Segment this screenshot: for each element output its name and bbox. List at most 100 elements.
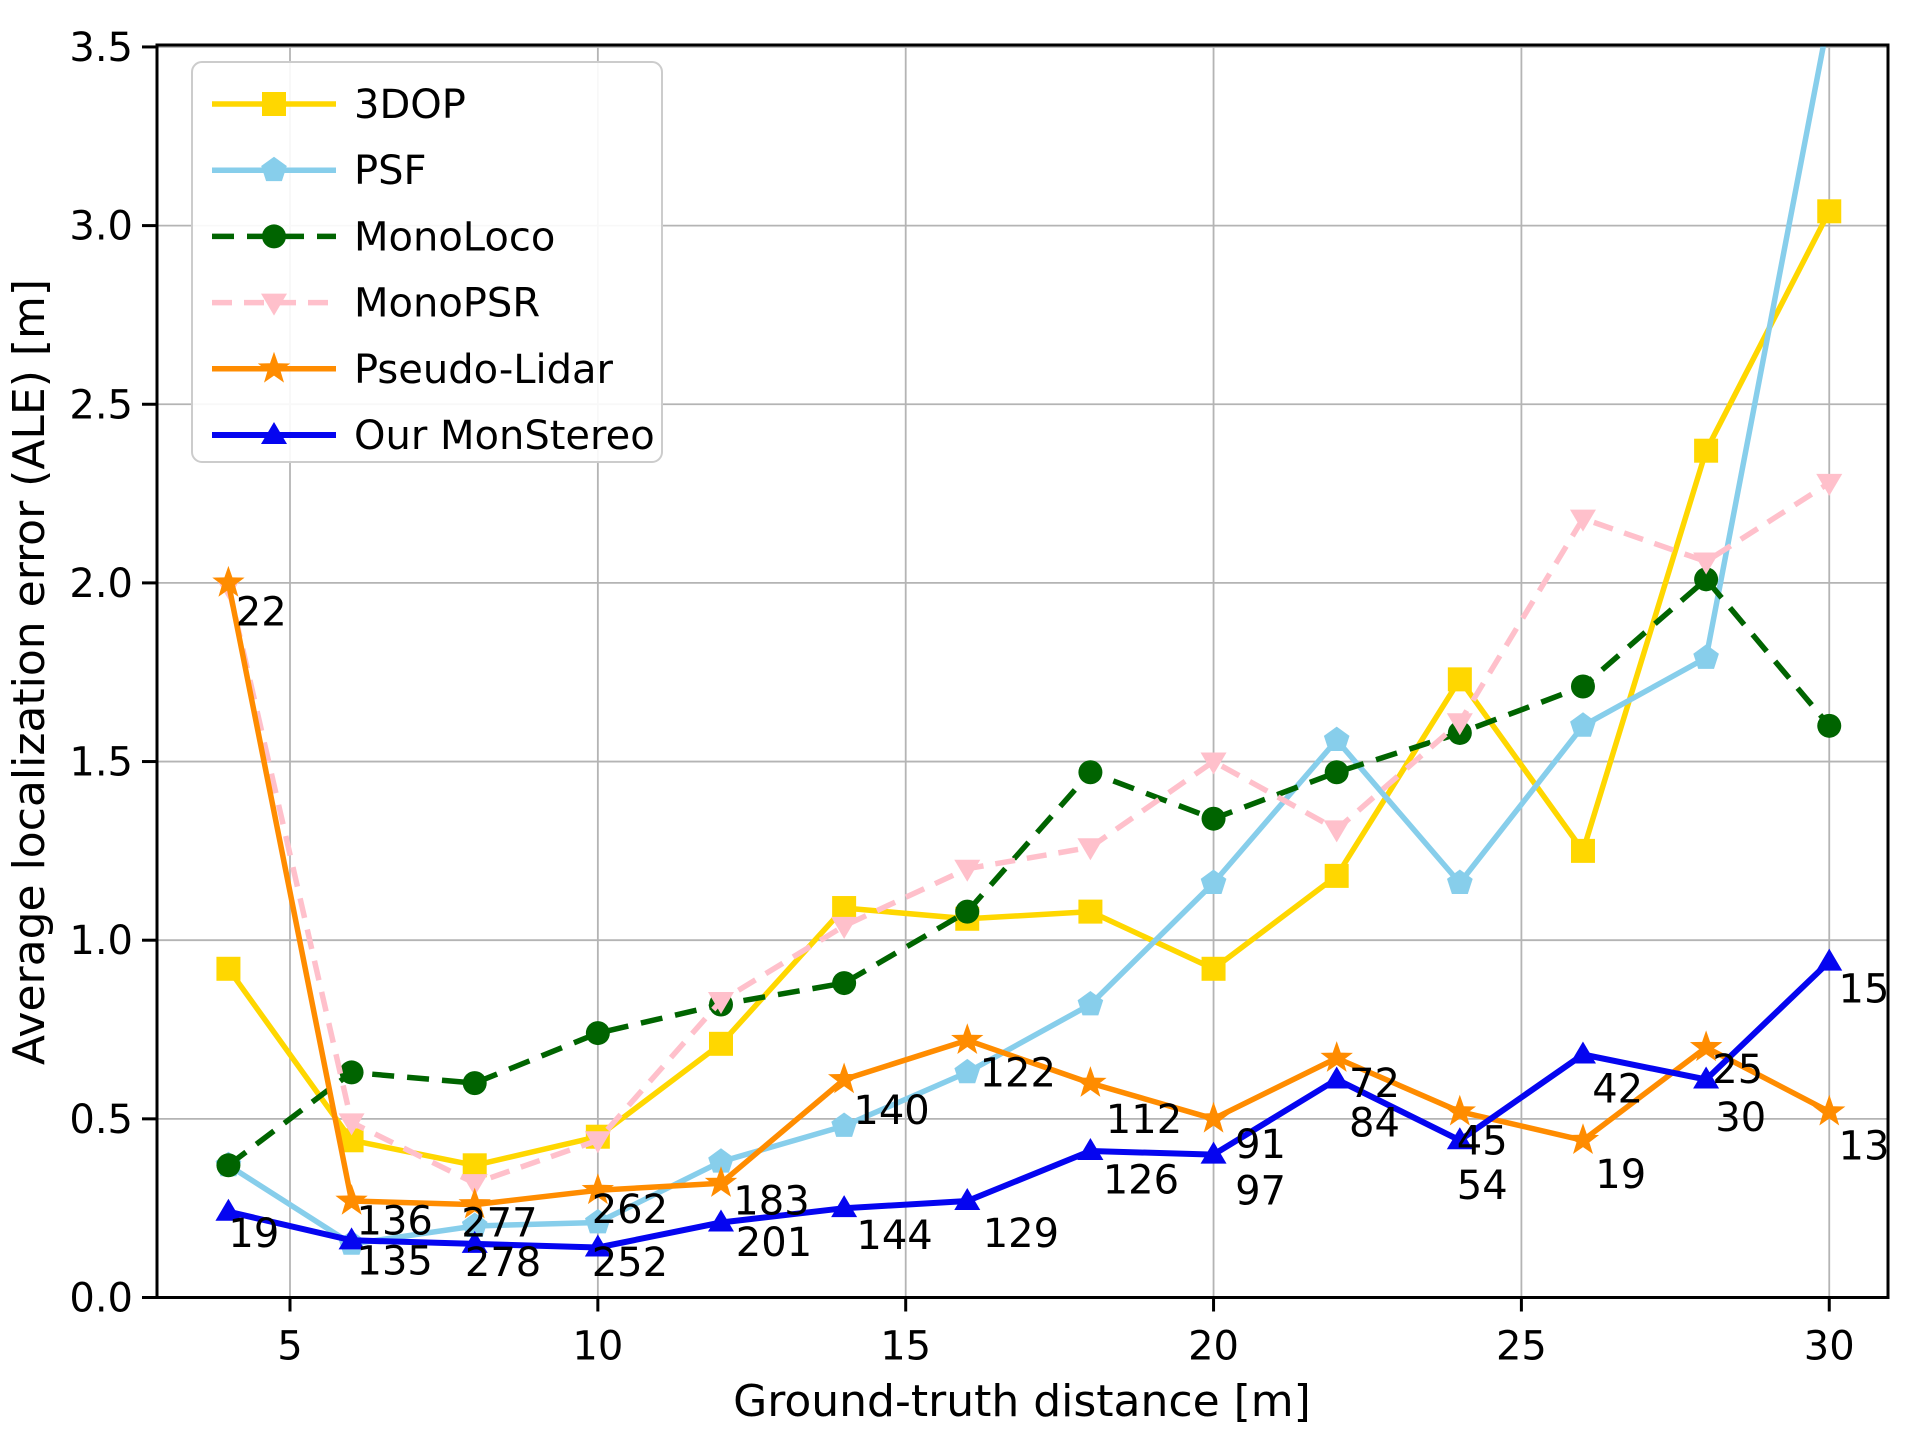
series-line bbox=[226, 45, 1827, 1247]
count-annotation: 135 bbox=[357, 1239, 433, 1285]
x-tick-label: 20 bbox=[1188, 1324, 1239, 1370]
data-point-marker bbox=[215, 1198, 242, 1221]
y-tick-label: 3.5 bbox=[69, 25, 133, 71]
data-point-marker bbox=[1570, 674, 1595, 699]
legend-item-pseudo-lidar: Pseudo-Lidar bbox=[212, 347, 614, 393]
legend-label: MonoLoco bbox=[354, 214, 555, 260]
data-point-marker bbox=[1816, 473, 1843, 496]
data-point-marker bbox=[461, 1174, 488, 1197]
data-point-marker bbox=[458, 1187, 491, 1219]
count-annotation: 122 bbox=[980, 1050, 1056, 1096]
data-point-marker bbox=[1813, 1094, 1846, 1126]
data-point-marker bbox=[585, 1209, 611, 1234]
count-annotation: 91 bbox=[1235, 1122, 1286, 1168]
legend-item-psf: PSF bbox=[212, 148, 427, 194]
data-point-marker bbox=[828, 1062, 861, 1094]
data-point-marker bbox=[708, 1031, 733, 1056]
count-annotation: 201 bbox=[736, 1220, 812, 1266]
legend-label: 3DOP bbox=[354, 82, 466, 128]
count-annotation: 25 bbox=[1712, 1047, 1763, 1093]
data-point-marker bbox=[1323, 820, 1350, 843]
data-point-marker bbox=[707, 1209, 734, 1232]
data-point-marker bbox=[212, 565, 245, 597]
y-tick-label: 0.5 bbox=[69, 1097, 133, 1143]
data-point-marker bbox=[1443, 1094, 1476, 1126]
data-point-marker bbox=[955, 899, 980, 924]
data-point-marker bbox=[1197, 1101, 1230, 1133]
data-point-marker bbox=[1816, 948, 1843, 971]
data-point-marker bbox=[585, 1021, 610, 1046]
count-annotation: 112 bbox=[1106, 1097, 1182, 1143]
y-tick-label: 2.0 bbox=[69, 561, 133, 607]
count-annotation: 140 bbox=[853, 1088, 929, 1134]
x-axis-label: Ground-truth distance [m] bbox=[733, 1376, 1311, 1427]
data-point-marker bbox=[261, 156, 287, 182]
count-annotation: 136 bbox=[357, 1199, 433, 1245]
x-tick-label: 30 bbox=[1804, 1324, 1855, 1370]
data-point-marker bbox=[261, 293, 287, 316]
y-tick-label: 2.5 bbox=[69, 382, 133, 428]
data-point-marker bbox=[462, 1071, 487, 1096]
data-point-marker bbox=[461, 1230, 488, 1253]
y-axis-label: Average localization error (ALE) [m] bbox=[4, 279, 55, 1065]
count-annotation: 15 bbox=[1839, 966, 1890, 1012]
legend-label: PSF bbox=[354, 148, 427, 194]
data-point-marker bbox=[1320, 1041, 1353, 1072]
data-point-marker bbox=[216, 956, 241, 981]
data-point-marker bbox=[338, 1227, 365, 1250]
data-point-marker bbox=[1817, 713, 1842, 738]
series-layer bbox=[212, 45, 1846, 1257]
data-point-marker bbox=[1323, 726, 1350, 751]
count-annotation: 278 bbox=[465, 1240, 541, 1286]
legend-item-our-monstereo: Our MonStereo bbox=[212, 413, 655, 459]
data-point-marker bbox=[1077, 1138, 1104, 1161]
data-point-marker bbox=[831, 916, 858, 939]
data-point-marker bbox=[1566, 1123, 1600, 1154]
count-annotation: 54 bbox=[1457, 1163, 1508, 1209]
data-point-marker bbox=[1077, 838, 1104, 861]
y-tick-label: 0.0 bbox=[69, 1276, 133, 1322]
count-annotation: 97 bbox=[1235, 1168, 1286, 1214]
legend-item-monoloco: MonoLoco bbox=[212, 214, 555, 260]
data-point-marker bbox=[832, 896, 857, 921]
data-point-marker bbox=[338, 1113, 365, 1136]
data-point-marker bbox=[1446, 713, 1473, 736]
data-point-marker bbox=[1078, 899, 1103, 924]
data-point-marker bbox=[1694, 438, 1719, 463]
data-point-marker bbox=[1323, 1066, 1350, 1089]
count-annotation: 19 bbox=[228, 1211, 279, 1257]
data-point-marker bbox=[951, 1023, 984, 1054]
data-point-marker bbox=[707, 991, 734, 1014]
data-point-marker bbox=[1324, 760, 1349, 785]
x-tick-label: 10 bbox=[572, 1324, 623, 1370]
count-annotation: 42 bbox=[1592, 1067, 1643, 1113]
x-tick-label: 15 bbox=[880, 1324, 931, 1370]
plot-border bbox=[155, 43, 1890, 1299]
count-annotation: 22 bbox=[236, 590, 287, 636]
series-line bbox=[226, 576, 1832, 1168]
data-point-marker bbox=[954, 859, 981, 882]
y-tick-label: 3.0 bbox=[69, 204, 133, 250]
data-point-marker bbox=[954, 1188, 981, 1211]
count-annotation: 19 bbox=[1595, 1152, 1646, 1198]
legend: 3DOP PSF MonoLoco MonoPSR Pseudo-Lidar Our Mo… bbox=[191, 61, 663, 463]
data-point-marker bbox=[1817, 199, 1842, 224]
count-annotation: 144 bbox=[856, 1213, 932, 1259]
data-point-marker bbox=[832, 971, 857, 996]
data-point-marker bbox=[262, 224, 286, 249]
data-point-marker bbox=[1570, 838, 1595, 863]
data-point-marker bbox=[1200, 1141, 1227, 1164]
legend-item-3dop: 3DOP bbox=[212, 82, 466, 128]
count-annotation: 45 bbox=[1457, 1118, 1508, 1164]
count-annotation: 84 bbox=[1349, 1100, 1400, 1146]
legend-label: Pseudo-Lidar bbox=[354, 347, 614, 393]
legend-item-monopsr: MonoPSR bbox=[212, 281, 540, 327]
data-point-marker bbox=[1447, 667, 1472, 692]
data-point-marker bbox=[1693, 1066, 1720, 1089]
data-point-marker bbox=[261, 422, 287, 444]
count-annotation: 277 bbox=[461, 1201, 537, 1247]
data-point-marker bbox=[584, 1131, 611, 1154]
